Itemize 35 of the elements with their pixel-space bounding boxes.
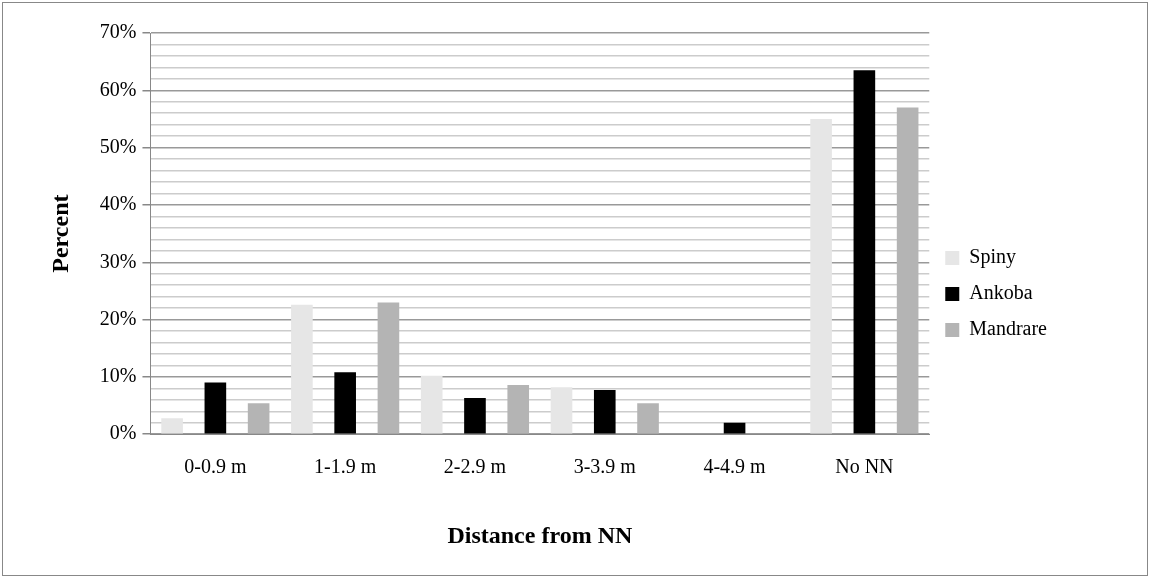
- bar: [593, 390, 616, 434]
- y-tick-label: 30%: [99, 249, 137, 272]
- x-tick-label: 4-4.9 m: [703, 455, 767, 478]
- y-tick-label: 50%: [99, 134, 137, 157]
- y-tick-label: 60%: [99, 77, 137, 100]
- x-tick-label: No NN: [835, 455, 894, 478]
- bar: [161, 418, 183, 434]
- bar: [291, 304, 313, 434]
- x-tick-label: 2-2.9 m: [443, 455, 507, 478]
- bar: [637, 403, 659, 434]
- y-tick-label: 10%: [99, 364, 137, 387]
- bar: [550, 387, 573, 434]
- legend-label: Spiny: [969, 245, 1016, 269]
- bar: [377, 302, 400, 434]
- x-tick-label: 0-0.9 m: [184, 455, 247, 478]
- bar: [204, 382, 227, 434]
- bar: [810, 118, 832, 434]
- legend-label: Ankoba: [969, 281, 1033, 304]
- bar: [247, 403, 270, 434]
- y-tick-label: 40%: [99, 192, 137, 215]
- y-tick-label: 70%: [99, 20, 137, 43]
- bar: [896, 107, 919, 434]
- bar: [723, 422, 746, 434]
- legend-label: Mandrare: [969, 317, 1048, 340]
- bar: [853, 70, 876, 434]
- bar: [507, 384, 530, 434]
- y-tick-label: 20%: [99, 306, 137, 329]
- y-axis-title: Percent: [46, 194, 73, 273]
- y-tick-label: 0%: [109, 421, 137, 444]
- x-tick-label: 1-1.9 m: [314, 455, 377, 478]
- bar: [334, 372, 356, 434]
- x-axis-title: Distance from NN: [447, 521, 633, 548]
- bar: [420, 375, 443, 434]
- x-tick-label: 3-3.9 m: [573, 455, 637, 478]
- bar: [464, 398, 486, 434]
